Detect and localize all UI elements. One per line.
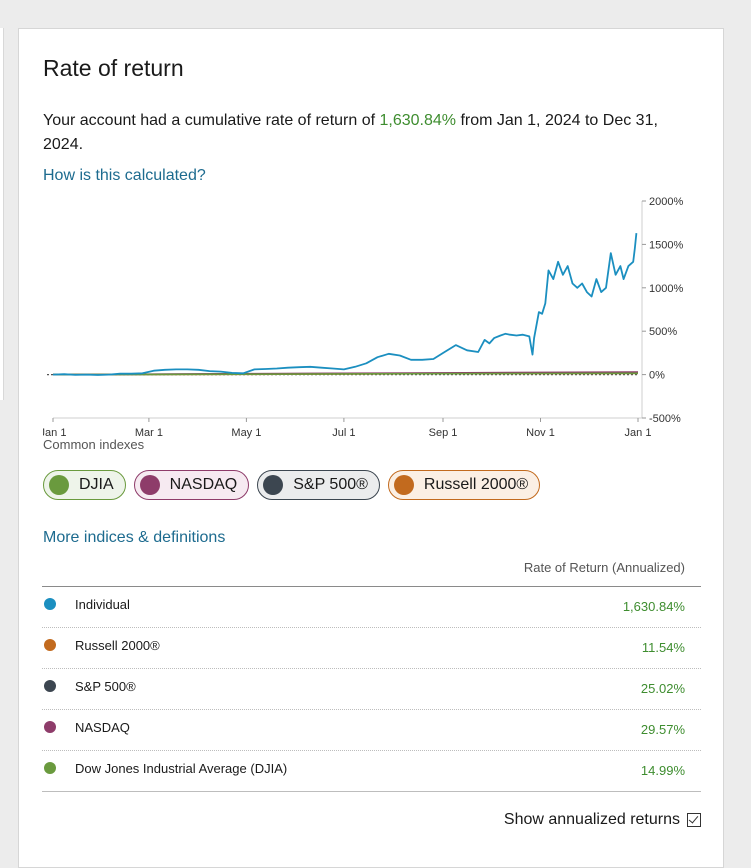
y-tick-label: 2000% [649, 197, 683, 208]
index-pill-label: NASDAQ [169, 476, 238, 493]
row-color-dot [44, 721, 56, 733]
rate-of-return-chart: 2000% 1500% 1000% 500% 0% -500% Jan 1 Mar 1 May … [43, 197, 683, 439]
returns-table: Rate of Return (Annualized) Individual 1,… [42, 549, 701, 792]
y-tick-label: 500% [649, 326, 677, 338]
table-row: S&P 500® 25.02% [42, 669, 701, 710]
x-tick-label: Sep 1 [429, 427, 458, 439]
y-tick-label: 1500% [649, 239, 683, 251]
index-pill-russell-2000[interactable]: Russell 2000® [387, 470, 541, 500]
index-pill-djia[interactable]: DJIA [43, 470, 126, 500]
x-tick-label: Jan 1 [43, 427, 66, 439]
row-value: 11.54% [641, 640, 685, 655]
index-pill-label: S&P 500® [293, 476, 368, 493]
index-toggle-group: DJIA NASDAQ S&P 500® Russell 2000® [43, 470, 541, 500]
row-name: Dow Jones Industrial Average (DJIA) [75, 761, 288, 776]
x-tick-label: Jan 1 [625, 427, 652, 439]
row-value: 29.57% [640, 722, 685, 737]
index-color-dot [393, 475, 414, 495]
index-pill-label: DJIA [79, 476, 114, 493]
y-tick-label: 1000% [649, 283, 683, 295]
table-row: Individual 1,630.84% [42, 587, 701, 628]
row-value: 25.02% [640, 681, 685, 696]
left-panel-edge [0, 28, 4, 400]
annualized-checkbox[interactable] [687, 813, 701, 827]
row-color-dot [44, 598, 56, 610]
row-value: 14.99% [640, 763, 685, 778]
index-pill-label: Russell 2000® [423, 476, 529, 493]
row-color-dot [44, 762, 56, 774]
common-indexes-label: Common indexes [43, 437, 145, 452]
summary-prefix: Your account had a cumulative rate of re… [43, 112, 380, 129]
table-row: NASDAQ 29.57% [42, 710, 701, 751]
index-color-dot [49, 475, 69, 495]
annualized-label: Show annualized returns [503, 811, 680, 828]
index-color-dot [263, 475, 284, 495]
table-header: Rate of Return (Annualized) [42, 549, 701, 587]
row-name: Russell 2000® [75, 638, 160, 653]
y-tick-label: -500% [649, 413, 681, 425]
how-calculated-link[interactable]: How is this calculated? [43, 167, 206, 184]
y-tick-label: 0% [649, 370, 665, 382]
index-pill-s-p-500[interactable]: S&P 500® [257, 470, 380, 500]
index-pill-nasdaq[interactable]: NASDAQ [133, 470, 250, 500]
x-tick-label: May 1 [231, 427, 261, 439]
return-summary: Your account had a cumulative rate of re… [43, 109, 683, 157]
table-row: Dow Jones Industrial Average (DJIA) 14.99… [42, 751, 701, 792]
x-tick-label: Jul 1 [332, 427, 355, 439]
row-value: 1,630.84% [622, 599, 685, 614]
series-line-individual [52, 233, 638, 376]
row-name: S&P 500® [75, 679, 136, 694]
row-name: NASDAQ [75, 720, 130, 735]
x-tick-label: Mar 1 [135, 427, 163, 439]
rate-of-return-card: Rate of return Your account had a cumula… [18, 28, 724, 868]
table-header-label: Rate of Return (Annualized) [523, 560, 685, 575]
index-color-dot [139, 475, 160, 495]
annualized-toggle[interactable]: Show annualized returns [504, 811, 701, 829]
row-color-dot [44, 680, 56, 692]
summary-percentage: 1,630.84% [379, 112, 457, 129]
series-line-benchmark-4 [52, 372, 639, 376]
row-color-dot [44, 639, 56, 651]
row-name: Individual [75, 597, 130, 612]
x-tick-label: Nov 1 [526, 427, 555, 439]
more-indices-link[interactable]: More indices & definitions [43, 529, 226, 546]
summary-suffix: from Jan 1, 2024 to Dec 31, 2024. [43, 112, 658, 153]
table-row: Russell 2000® 11.54% [42, 628, 701, 669]
card-title: Rate of return [43, 55, 184, 81]
